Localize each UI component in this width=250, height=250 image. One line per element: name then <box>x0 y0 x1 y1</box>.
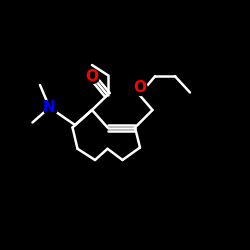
Text: O: O <box>133 80 146 95</box>
Text: O: O <box>86 69 98 84</box>
Text: N: N <box>43 100 56 115</box>
